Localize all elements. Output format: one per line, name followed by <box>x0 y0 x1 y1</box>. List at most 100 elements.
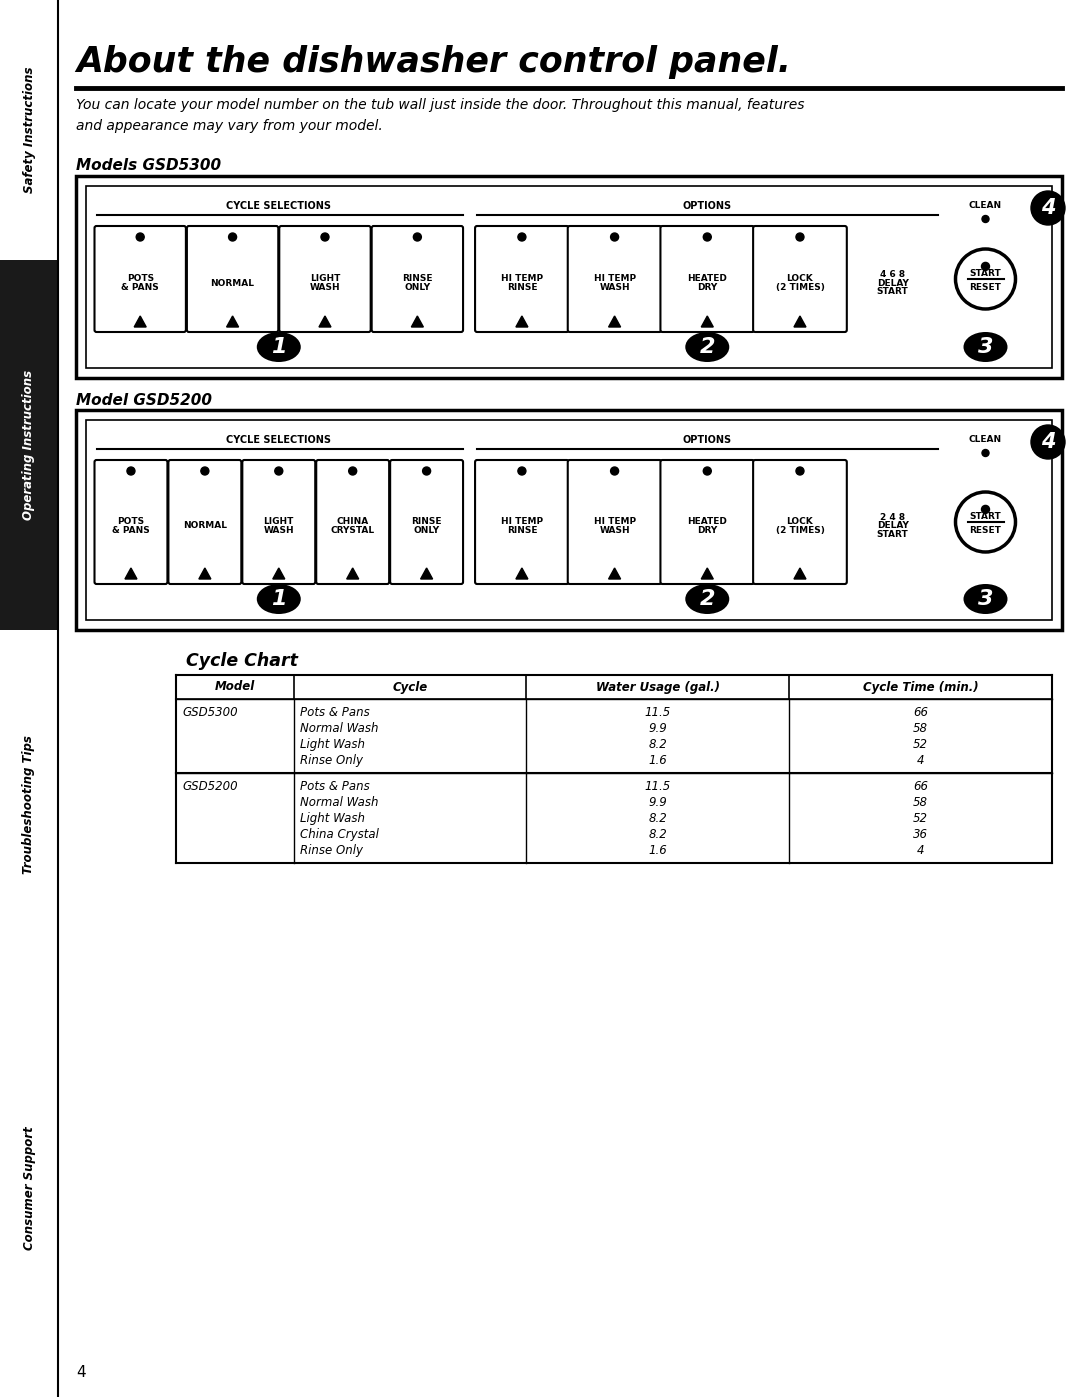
Text: & PANS: & PANS <box>112 525 150 535</box>
Text: Cycle Time (min.): Cycle Time (min.) <box>863 680 978 693</box>
FancyBboxPatch shape <box>475 226 569 332</box>
Circle shape <box>982 450 989 457</box>
Circle shape <box>956 249 1015 309</box>
Text: 66: 66 <box>913 705 928 719</box>
Bar <box>176 773 1052 863</box>
Text: CYCLE SELECTIONS: CYCLE SELECTIONS <box>227 434 332 446</box>
Text: Model GSD5200: Model GSD5200 <box>76 393 212 408</box>
Polygon shape <box>701 569 713 578</box>
Text: GSD5200: GSD5200 <box>183 780 238 793</box>
FancyBboxPatch shape <box>568 226 661 332</box>
Polygon shape <box>411 316 423 327</box>
Polygon shape <box>420 569 433 578</box>
Text: HI TEMP: HI TEMP <box>501 274 543 284</box>
Text: 58: 58 <box>913 796 928 809</box>
Text: LIGHT: LIGHT <box>264 517 294 527</box>
Text: WASH: WASH <box>599 525 630 535</box>
Text: China Crystal: China Crystal <box>300 828 379 841</box>
Text: HI TEMP: HI TEMP <box>594 274 636 284</box>
Text: 52: 52 <box>913 812 928 826</box>
Text: 58: 58 <box>913 722 928 735</box>
Text: 4 6 8: 4 6 8 <box>880 270 905 279</box>
Text: 2 4 8: 2 4 8 <box>880 513 905 522</box>
Polygon shape <box>319 316 330 327</box>
FancyBboxPatch shape <box>753 460 847 584</box>
Text: RESET: RESET <box>970 284 1001 292</box>
Text: Troubleshooting Tips: Troubleshooting Tips <box>23 736 36 875</box>
Text: POTS: POTS <box>118 517 145 527</box>
Bar <box>176 698 1052 773</box>
Text: 11.5: 11.5 <box>645 705 671 719</box>
Text: HI TEMP: HI TEMP <box>594 517 636 527</box>
Text: CRYSTAL: CRYSTAL <box>330 525 375 535</box>
Polygon shape <box>794 316 806 327</box>
Text: DELAY: DELAY <box>877 278 908 288</box>
Text: WASH: WASH <box>599 282 630 292</box>
FancyBboxPatch shape <box>661 460 754 584</box>
Bar <box>0 260 58 630</box>
Bar <box>176 675 1052 698</box>
Text: LOCK: LOCK <box>786 274 813 284</box>
Bar <box>0 630 58 981</box>
Polygon shape <box>199 569 211 578</box>
FancyBboxPatch shape <box>95 460 167 584</box>
Circle shape <box>796 467 804 475</box>
Text: 8.2: 8.2 <box>648 812 667 826</box>
Text: Consumer Support: Consumer Support <box>23 1126 36 1250</box>
Text: RINSE: RINSE <box>402 274 433 284</box>
Circle shape <box>610 467 619 475</box>
Ellipse shape <box>257 584 300 615</box>
FancyBboxPatch shape <box>280 226 370 332</box>
Text: (2 TIMES): (2 TIMES) <box>775 525 824 535</box>
Text: 4: 4 <box>76 1365 85 1380</box>
Text: DELAY: DELAY <box>877 521 908 531</box>
Text: HI TEMP: HI TEMP <box>501 517 543 527</box>
Bar <box>0 0 58 260</box>
Text: ONLY: ONLY <box>404 282 431 292</box>
Text: 1.6: 1.6 <box>648 844 667 856</box>
Text: CHINA: CHINA <box>337 517 368 527</box>
Text: 11.5: 11.5 <box>645 780 671 793</box>
FancyBboxPatch shape <box>242 460 315 584</box>
FancyBboxPatch shape <box>390 460 463 584</box>
FancyBboxPatch shape <box>568 460 661 584</box>
Text: Light Wash: Light Wash <box>300 738 365 752</box>
Text: OPTIONS: OPTIONS <box>683 201 732 211</box>
Polygon shape <box>516 316 528 327</box>
FancyBboxPatch shape <box>95 226 186 332</box>
Text: 66: 66 <box>913 780 928 793</box>
Ellipse shape <box>963 584 1008 615</box>
Circle shape <box>229 233 237 242</box>
FancyBboxPatch shape <box>372 226 463 332</box>
Text: Cycle: Cycle <box>393 680 428 693</box>
Text: Rinse Only: Rinse Only <box>300 844 363 856</box>
Circle shape <box>703 467 712 475</box>
Circle shape <box>349 467 356 475</box>
Text: Normal Wash: Normal Wash <box>300 796 379 809</box>
Text: & PANS: & PANS <box>121 282 159 292</box>
Polygon shape <box>125 569 137 578</box>
Ellipse shape <box>686 584 729 615</box>
Circle shape <box>414 233 421 242</box>
Circle shape <box>956 492 1015 552</box>
Circle shape <box>1031 425 1065 460</box>
Text: 4: 4 <box>917 844 924 856</box>
Text: Rinse Only: Rinse Only <box>300 754 363 767</box>
Bar <box>86 420 1052 620</box>
Text: Operating Instructions: Operating Instructions <box>23 370 36 520</box>
Bar <box>0 981 58 1397</box>
Ellipse shape <box>257 332 300 362</box>
FancyBboxPatch shape <box>475 460 569 584</box>
Text: 2: 2 <box>700 337 715 358</box>
Text: RINSE: RINSE <box>507 282 537 292</box>
Ellipse shape <box>686 332 729 362</box>
Text: WASH: WASH <box>264 525 294 535</box>
Text: Normal Wash: Normal Wash <box>300 722 379 735</box>
Bar <box>76 176 1062 379</box>
Circle shape <box>982 263 989 271</box>
Text: START: START <box>877 529 908 539</box>
Polygon shape <box>347 569 359 578</box>
Text: START: START <box>877 286 908 296</box>
Text: 3: 3 <box>977 337 994 358</box>
Text: CLEAN: CLEAN <box>969 436 1002 444</box>
